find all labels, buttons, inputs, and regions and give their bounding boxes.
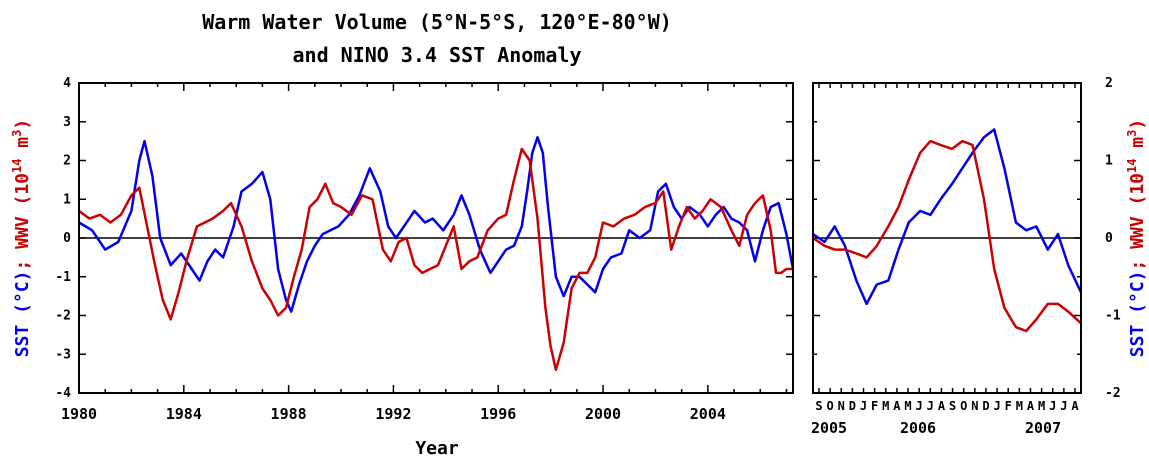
recent-month-label: A (938, 399, 946, 413)
main-xtick-label: 1992 (375, 405, 411, 423)
recent-month-label: A (1027, 399, 1035, 413)
recent-month-label: D (849, 399, 856, 413)
recent-month-label: S (949, 399, 956, 413)
recent-month-label: N (971, 399, 978, 413)
left-ylabel-sep: ; (12, 249, 33, 271)
right-ylabel-sst: SST (°C) (1127, 271, 1148, 358)
recent-month-label: A (893, 399, 901, 413)
main-ytick-label: 3 (63, 115, 71, 130)
left-ylabel-sup14: 14 (10, 159, 24, 173)
recent-month-label: J (860, 399, 867, 413)
recent-month-label: J (1049, 399, 1056, 413)
recent-month-label: F (1005, 399, 1012, 413)
main-ytick-label: -3 (55, 347, 71, 362)
main-xtick-label: 2000 (585, 405, 621, 423)
recent-ytick-label: -1 (1105, 309, 1121, 324)
recent-month-label: D (982, 399, 989, 413)
recent-month-label: J (993, 399, 1000, 413)
recent-month-label: J (1060, 399, 1067, 413)
recent-month-label: O (827, 399, 834, 413)
right-ylabel-tail: m (1127, 137, 1148, 159)
recent-year-label: 2005 (811, 419, 847, 437)
recent-month-label: J (916, 399, 923, 413)
right-y-axis-label: SST (°C); WWV (1014 m3) (1125, 119, 1148, 357)
recent-ytick-label: 2 (1105, 76, 1113, 91)
recent-month-label: J (927, 399, 934, 413)
recent-frame (812, 82, 1082, 394)
recent-month-label: M (1016, 399, 1023, 413)
right-ylabel-close: ) (1127, 119, 1148, 130)
left-ylabel-sst: SST (°C) (12, 271, 33, 358)
right-ylabel-sep: ; (1127, 249, 1148, 271)
main-ytick-label: 2 (63, 154, 71, 169)
recent-month-label: F (871, 399, 878, 413)
chart-title-line1: Warm Water Volume (5°N-5°S, 120°E-80°W) (202, 10, 672, 34)
main-frame (78, 82, 794, 394)
main-xtick-label: 1996 (480, 405, 516, 423)
main-ytick-label: -1 (55, 270, 71, 285)
left-ylabel-wwv: WWV (10 (12, 173, 33, 249)
main-ytick-label: -4 (55, 386, 71, 401)
main-xtick-label: 1988 (271, 405, 307, 423)
recent-month-label: O (960, 399, 967, 413)
recent-ytick-label: 1 (1105, 154, 1113, 169)
recent-month-label: S (815, 399, 822, 413)
recent-ytick-label: 0 (1105, 231, 1113, 246)
right-ylabel-sup3: 3 (1125, 130, 1139, 137)
chart-title-line2: and NINO 3.4 SST Anomaly (293, 43, 582, 67)
main-ytick-label: 0 (63, 231, 71, 246)
main-xtick-label: 2004 (690, 405, 726, 423)
recent-year-label: 2007 (1025, 419, 1061, 437)
main-panel: -4 -3 -2 -1 0 1 2 3 4 1980 1984 1988 1992 1996 2000 200… (55, 76, 794, 423)
left-y-axis-label: SST (°C); WWV (1014 m3) (10, 119, 33, 357)
wwv-series-line (813, 139, 1081, 333)
recent-month-label: N (838, 399, 845, 413)
recent-month-label: A (1071, 399, 1079, 413)
right-ylabel-sup14: 14 (1125, 159, 1139, 173)
left-ylabel-tail: m (12, 137, 33, 159)
wwv-series-line (79, 147, 793, 372)
recent-month-label: M (904, 399, 911, 413)
left-ylabel-sup3: 3 (10, 130, 24, 137)
main-ytick-label: -2 (55, 309, 71, 324)
right-ylabel-wwv: WWV (10 (1127, 173, 1148, 249)
recent-month-label: M (882, 399, 889, 413)
main-xtick-label: 1980 (61, 405, 97, 423)
main-xtick-label: 1984 (166, 405, 202, 423)
x-axis-label: Year (415, 438, 459, 459)
left-ylabel-close: ) (12, 119, 33, 130)
recent-ytick-label: -2 (1105, 386, 1121, 401)
recent-year-label: 2006 (900, 419, 936, 437)
main-ytick-label: 1 (63, 192, 71, 207)
sst-series-line (79, 136, 793, 313)
main-ytick-label: 4 (63, 76, 71, 91)
sst-series-line (813, 128, 1081, 306)
recent-month-label: M (1038, 399, 1045, 413)
